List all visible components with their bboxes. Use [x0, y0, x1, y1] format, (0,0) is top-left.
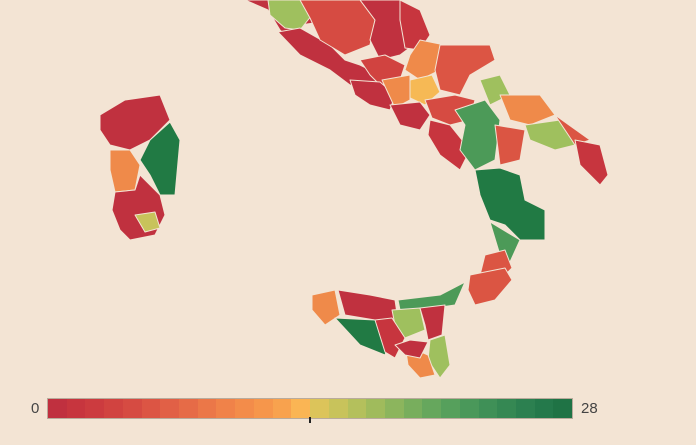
legend-swatch: [291, 399, 311, 418]
legend-swatch: [104, 399, 123, 418]
region[interactable]: [494, 124, 526, 166]
region[interactable]: [349, 79, 396, 111]
legend-swatch: [328, 399, 348, 418]
region[interactable]: [139, 121, 181, 196]
region[interactable]: [419, 304, 446, 341]
region[interactable]: [109, 149, 141, 193]
region[interactable]: [427, 119, 471, 171]
legend-swatch: [384, 399, 404, 418]
legend-swatch: [235, 399, 254, 418]
legend-swatch: [48, 399, 67, 418]
legend-swatch: [253, 399, 273, 418]
legend-swatch: [515, 399, 535, 418]
legend-swatch: [366, 399, 385, 418]
region[interactable]: [524, 119, 576, 151]
region[interactable]: [434, 44, 496, 96]
legend-swatch: [441, 399, 460, 418]
region[interactable]: [134, 211, 161, 233]
legend-swatch: [160, 399, 180, 418]
region[interactable]: [394, 339, 429, 359]
legend-min-label: 0: [31, 400, 40, 417]
region[interactable]: [397, 281, 466, 311]
legend-swatch: [553, 399, 573, 418]
legend-swatch: [122, 399, 142, 418]
legend-swatch: [272, 399, 292, 418]
legend-swatch: [197, 399, 217, 418]
legend-swatch: [66, 399, 86, 418]
legend-swatch: [347, 399, 367, 418]
legend-marker: [309, 417, 311, 423]
region[interactable]: [311, 289, 341, 326]
region[interactable]: [574, 139, 609, 186]
color-scale-legend: [47, 398, 573, 419]
legend-swatch: [497, 399, 516, 418]
legend-swatch: [478, 399, 498, 418]
region[interactable]: [467, 267, 513, 306]
legend-swatch: [179, 399, 198, 418]
legend-swatch: [141, 399, 161, 418]
region[interactable]: [389, 101, 431, 131]
legend-swatch: [216, 399, 236, 418]
region[interactable]: [337, 289, 399, 321]
legend-swatch: [310, 399, 329, 418]
legend-max-label: 28: [581, 400, 598, 417]
region[interactable]: [474, 167, 546, 241]
legend-swatch: [534, 399, 554, 418]
region[interactable]: [454, 99, 501, 171]
legend-swatch: [85, 399, 105, 418]
legend-swatch: [403, 399, 423, 418]
legend-swatch: [422, 399, 442, 418]
legend-swatch: [459, 399, 479, 418]
region[interactable]: [381, 74, 411, 109]
region[interactable]: [499, 94, 556, 126]
